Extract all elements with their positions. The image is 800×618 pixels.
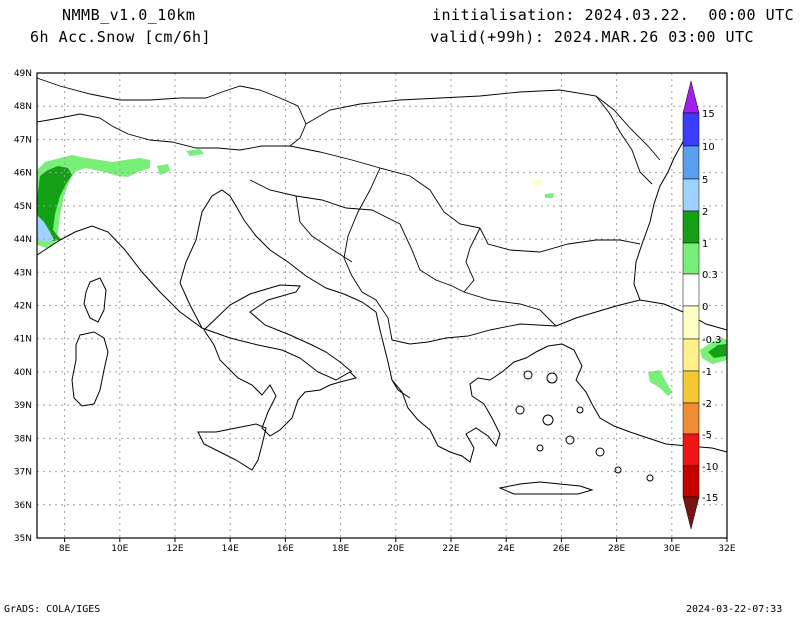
legend-label: 1 [702,239,708,250]
lon-label: 16E [277,544,294,554]
lat-label: 43N [14,268,32,278]
credit-text: GrADS: COLA/IGES [4,604,101,615]
snow-turkey-medium [708,344,726,358]
lon-label: 14E [222,544,239,554]
legend-swatch [682,338,700,372]
snow-patch-5 [533,180,542,185]
border-alps [36,113,290,151]
border-balkans-3 [391,323,557,345]
legend-swatch [682,433,700,467]
country-borders [36,77,661,345]
lon-label: 10E [111,544,128,554]
lon-label: 30E [663,544,680,554]
lat-label: 35N [14,534,32,544]
lat-label: 38N [14,434,32,444]
snow-patch-2 [186,149,204,156]
crete-coast [498,481,594,495]
legend-label: -0.3 [702,335,722,346]
lat-label: 44N [14,235,32,245]
lon-label: 8E [59,544,71,554]
italy-coast [36,225,357,437]
model-title: NMMB_v1.0_10km [62,6,196,24]
snow-patch-4 [545,193,554,198]
legend-swatch [682,145,700,180]
corsica-coast [83,277,107,323]
sicily-coast [197,423,267,471]
lat-label: 36N [14,501,32,511]
longitude-labels: 8E 10E 12E 14E 16E 18E 20E 22E 24E 26E 28E 30E 32E [59,538,736,554]
legend-label: -1 [702,367,712,378]
lat-label: 47N [14,135,32,145]
legend-swatch [682,370,700,404]
legend-swatch [682,242,700,275]
latitude-labels: 49N 48N 47N 46N 45N 44N 43N 42N 41N 40N 39N 38N 37N 3… [14,69,32,544]
lon-label: 20E [387,544,404,554]
lon-label: 26E [553,544,570,554]
legend-swatch [682,305,700,340]
border-romania [305,89,661,161]
legend-label: -2 [702,399,712,410]
legend-under-triangle [682,496,700,530]
border-moldova [595,95,653,185]
map-figure: 49N 48N 47N 46N 45N 44N 43N 42N 41N 40N 39N 38N 37N 3… [14,69,736,554]
legend-label: -5 [702,430,712,441]
legend-swatch [682,210,700,244]
greece-coast [391,343,563,463]
lon-label: 28E [608,544,625,554]
valid-time: valid(+99h): 2024.MAR.26 03:00 UTC [430,28,755,46]
legend-label: 15 [702,109,715,120]
legend-swatch [682,112,700,147]
legend-label: 10 [702,142,715,153]
lat-label: 49N [14,69,32,79]
lat-label: 48N [14,102,32,112]
lat-label: 42N [14,302,32,312]
border-north [36,77,307,147]
legend-label: 2 [702,207,708,218]
init-time: initialisation: 2024.03.22. 00:00 UTC [432,6,795,24]
adriatic-north [179,189,411,399]
map-grid [37,73,727,538]
coastlines [36,139,728,495]
field-title: 6h Acc.Snow [cm/6h] [30,28,212,46]
snow-areas [37,149,727,396]
snow-patch-3 [648,370,672,396]
legend-swatch [682,178,700,212]
lat-label: 41N [14,335,32,345]
map-frame [36,72,728,539]
legend-over-triangle [682,80,700,114]
legend-label: -10 [702,462,718,473]
border-balkans-1 [399,223,481,293]
legend-label: -15 [702,493,718,504]
legend-label: 5 [702,175,708,186]
lat-label: 39N [14,401,32,411]
sardinia-coast [71,331,109,407]
legend-label: 0.3 [702,270,718,281]
legend-swatch [682,273,700,307]
lat-label: 46N [14,169,32,179]
border-danube [479,227,641,253]
border-balkans-2 [343,167,393,341]
lat-label: 37N [14,468,32,478]
snow-alps-medium [37,166,72,241]
lon-label: 24E [498,544,515,554]
legend-label: 0 [702,302,708,313]
lat-label: 45N [14,202,32,212]
border-balkans-6 [295,195,353,263]
border-hungary [289,145,481,229]
timestamp-text: 2024-03-22-07:33 [686,604,783,615]
legend-swatch [682,465,700,498]
black-sea-coast [633,139,685,301]
lon-label: 12E [166,544,183,554]
snow-patch-1 [157,164,170,175]
lon-label: 22E [442,544,459,554]
lat-label: 40N [14,368,32,378]
border-balkans-4 [463,291,557,327]
color-legend: 15 10 5 2 1 0.3 0 -0.3 -1 -2 -5 -10 -15 [682,80,722,530]
border-balkans-5 [249,179,401,225]
legend-swatch [682,402,700,435]
lon-label: 32E [718,544,735,554]
lon-label: 18E [332,544,349,554]
snow-alps-heavy [37,215,54,242]
